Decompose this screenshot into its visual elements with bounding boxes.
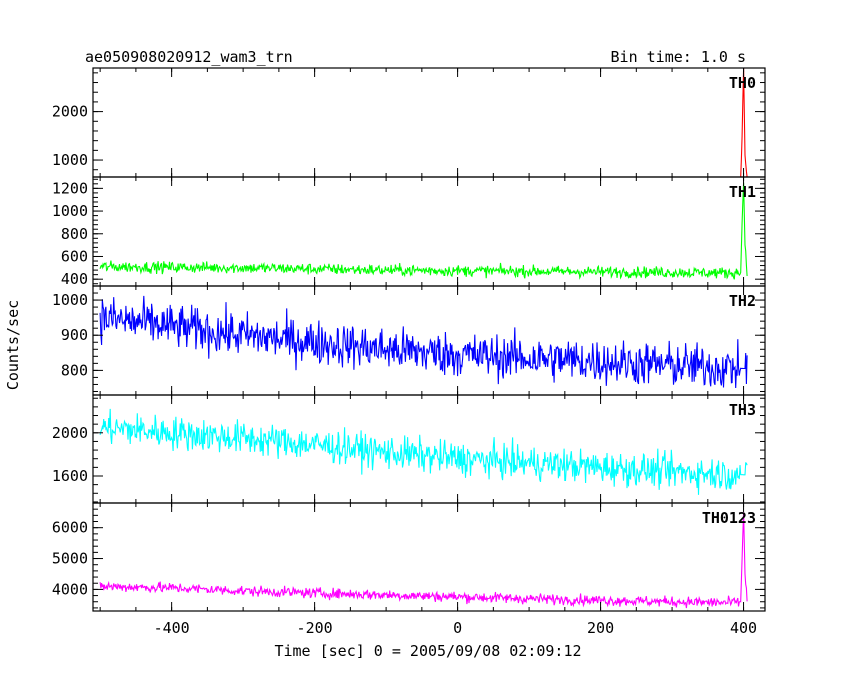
panel-label-th1: TH1 xyxy=(729,183,756,201)
panel-label-th2: TH2 xyxy=(729,292,756,310)
chart-title-right: Bin time: 1.0 s xyxy=(611,48,746,66)
x-tick-label: -200 xyxy=(297,619,333,637)
panel-label-th0123: TH0123 xyxy=(702,509,756,527)
y-tick-label: 1600 xyxy=(52,467,88,485)
y-tick-label: 2000 xyxy=(52,103,88,121)
x-axis-label: Time [sec] 0 = 2005/09/08 02:09:12 xyxy=(274,642,581,660)
series-line-th0123 xyxy=(99,512,748,609)
y-tick-label: 1000 xyxy=(52,291,88,309)
x-tick-label: 400 xyxy=(730,619,757,637)
y-tick-label: 1000 xyxy=(52,151,88,169)
panel-label-th0: TH0 xyxy=(729,74,756,92)
series-line-th2 xyxy=(99,295,748,389)
chart-title-left: ae050908020912_wam3_trn xyxy=(85,48,293,66)
x-tick-label: -400 xyxy=(154,619,190,637)
panel-frame-th2 xyxy=(92,285,766,396)
x-tick-label: 0 xyxy=(453,619,462,637)
y-axis-label: Counts/sec xyxy=(4,300,22,390)
y-tick-label: 600 xyxy=(61,247,88,265)
y-tick-label: 6000 xyxy=(52,519,88,537)
y-tick-label: 1000 xyxy=(52,202,88,220)
series-line-th1 xyxy=(99,182,748,280)
y-tick-label: 1200 xyxy=(52,179,88,197)
y-tick-label: 900 xyxy=(61,326,88,344)
x-tick-label: 200 xyxy=(587,619,614,637)
y-tick-label: 400 xyxy=(61,270,88,288)
y-tick-label: 5000 xyxy=(52,550,88,568)
panel-frame-th0 xyxy=(92,67,766,178)
series-line-th0 xyxy=(100,67,748,178)
y-tick-label: 2000 xyxy=(52,424,88,442)
y-tick-label: 4000 xyxy=(52,580,88,598)
y-tick-label: 800 xyxy=(61,361,88,379)
panel-frame-th0123 xyxy=(92,502,766,612)
series-line-th3 xyxy=(99,408,748,495)
y-tick-label: 800 xyxy=(61,225,88,243)
panel-label-th3: TH3 xyxy=(729,401,756,419)
